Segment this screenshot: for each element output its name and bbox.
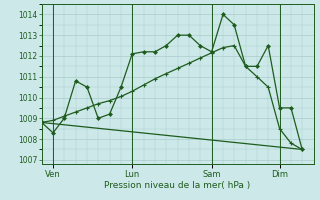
X-axis label: Pression niveau de la mer( hPa ): Pression niveau de la mer( hPa ) bbox=[104, 181, 251, 190]
